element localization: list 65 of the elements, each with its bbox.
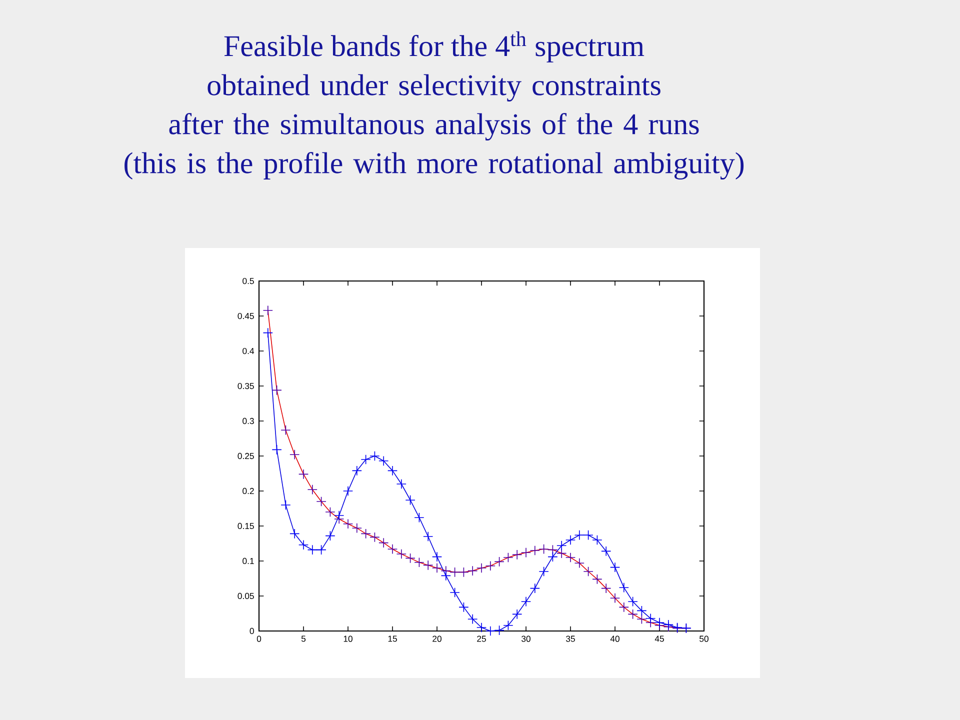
- x-tick-label: 35: [566, 636, 575, 642]
- point: [520, 596, 532, 607]
- point: [556, 540, 567, 551]
- point: [423, 531, 434, 542]
- y-tick-label: 0.05: [238, 592, 254, 600]
- point: [387, 466, 398, 476]
- y-tick-label: 0.45: [238, 312, 254, 320]
- x-tick-label: 50: [700, 636, 708, 642]
- point: [636, 606, 647, 616]
- point: [440, 570, 451, 581]
- point: [405, 495, 416, 506]
- chart-title: Feasible bands for the 4$^{th}$ spectrum: [224, 31, 644, 62]
- x-tick-label: 45: [654, 636, 664, 642]
- point: [307, 544, 318, 555]
- point: [414, 512, 424, 523]
- point: [565, 534, 576, 546]
- point: [432, 552, 442, 562]
- y-tick-label: 0.4: [242, 348, 254, 354]
- y-tick-label: 0.2: [242, 488, 254, 494]
- y-tick-label: 0.1: [242, 558, 254, 564]
- y-tick-label: 0.35: [238, 382, 254, 390]
- point: [458, 602, 469, 612]
- point: [610, 562, 620, 572]
- point: [512, 609, 522, 620]
- point: [548, 552, 558, 562]
- x-tick-label: 25: [477, 636, 486, 642]
- point: [325, 530, 336, 541]
- point: [396, 478, 406, 490]
- point: [538, 566, 549, 577]
- point: [298, 540, 309, 550]
- point: [468, 614, 478, 624]
- chart-subtitle: obtained under selectivity constraints after the simultanous analysis of the 4 runs (this is the profile with more rotational ambiguity): [124, 74, 744, 180]
- point: [360, 454, 371, 465]
- point: [316, 544, 326, 555]
- point: [272, 444, 282, 455]
- y-tick-label: 0.25: [238, 452, 254, 460]
- point: [334, 510, 344, 521]
- x-tick-label: 5: [301, 636, 306, 642]
- point: [574, 530, 584, 540]
- point: [290, 528, 300, 539]
- point: [378, 456, 389, 466]
- x-tick-label: 0: [256, 636, 262, 642]
- point: [654, 618, 665, 628]
- point: [583, 530, 594, 540]
- y-tick-label: 0.3: [242, 418, 254, 424]
- point: [342, 486, 354, 496]
- point: [370, 450, 380, 462]
- x-tick-label: 15: [388, 636, 397, 642]
- point: [628, 596, 638, 607]
- y-tick-label: 0.15: [238, 522, 254, 530]
- point: [618, 582, 629, 593]
- point: [592, 534, 602, 546]
- point: [280, 500, 291, 510]
- x-tick-label: 20: [432, 636, 442, 642]
- point: [450, 587, 460, 598]
- x-tick-label: 30: [522, 636, 530, 642]
- point: [262, 328, 273, 338]
- x-tick-label: 10: [344, 636, 352, 642]
- point: [601, 546, 612, 556]
- x-tick-label: 40: [610, 636, 620, 642]
- point: [530, 583, 540, 594]
- y-tick-label: 0: [250, 628, 254, 634]
- point: [646, 613, 656, 624]
- point: [352, 466, 362, 476]
- y-tick-label: 0.5: [242, 278, 254, 284]
